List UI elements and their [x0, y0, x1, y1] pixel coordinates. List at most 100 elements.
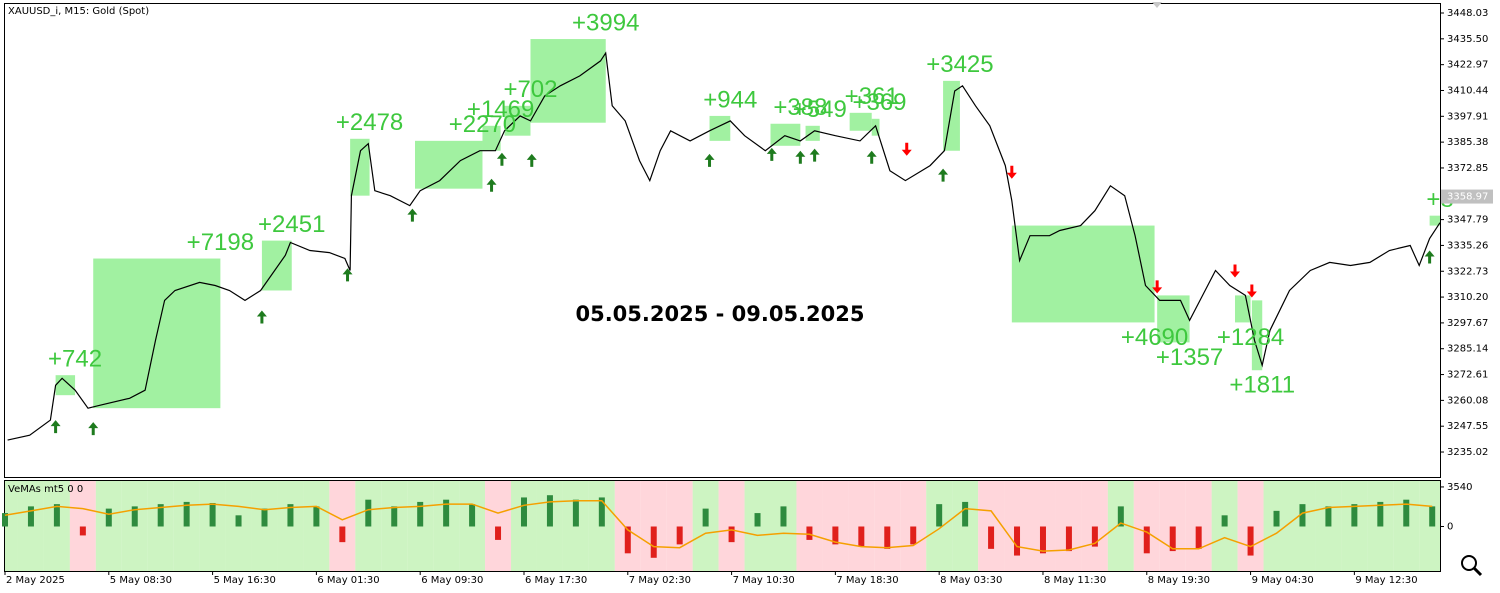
x-tick-label: 7 May 10:30 [733, 575, 795, 586]
histogram-bar [157, 504, 164, 527]
trade-box [55, 375, 76, 396]
histogram-bar [469, 504, 476, 527]
trade-label: +944 [703, 86, 757, 113]
buy-arrow [50, 420, 61, 434]
signal-zone [1133, 481, 1160, 571]
buy-arrow [407, 208, 418, 222]
y-tick-label: 3322.73 [1447, 266, 1488, 277]
x-tick-label: 7 May 18:30 [836, 575, 898, 586]
trade-box [504, 105, 531, 136]
buy-arrow [256, 310, 267, 324]
trade-box [1157, 295, 1190, 343]
y-tick-label: 3260.08 [1447, 395, 1488, 406]
x-tick-label: 9 May 12:30 [1355, 575, 1417, 586]
histogram-bar [624, 526, 631, 554]
sell-arrow [1230, 264, 1240, 278]
buy-arrow [938, 168, 949, 182]
signal-zone [5, 481, 18, 571]
signal-zone [614, 481, 641, 571]
histogram-bar [1351, 504, 1358, 527]
histogram-bar [1377, 501, 1384, 527]
chart-title: XAUUSD_i, M15: Gold (Spot) [8, 6, 149, 17]
price-line [7, 51, 1441, 441]
histogram-bar [183, 501, 190, 527]
signal-zone [1055, 481, 1082, 571]
trade-box [805, 125, 820, 141]
histogram-bar [1247, 526, 1254, 556]
trade-label: +742 [48, 346, 102, 373]
histogram-bar [417, 501, 424, 527]
y-tick-label: 3397.91 [1447, 111, 1488, 122]
buy-arrow [1424, 250, 1435, 264]
x-tick-label: 9 May 04:30 [1252, 575, 1314, 586]
histogram-bar [754, 513, 761, 527]
sell-arrow [1152, 280, 1163, 294]
scroll-marker [1152, 2, 1162, 8]
trade-label: +702 [503, 76, 557, 103]
histogram-bar [391, 506, 398, 527]
histogram-bar [1091, 526, 1098, 547]
signal-zone [1030, 481, 1056, 571]
histogram-bar [443, 499, 450, 527]
histogram-bar [313, 506, 320, 527]
trade-box [770, 123, 801, 146]
histogram-bar [105, 508, 112, 527]
histogram-bar [79, 526, 86, 536]
y-tick-label: 3448.03 [1447, 8, 1488, 19]
histogram-bar [1169, 526, 1176, 552]
y-tick-label: 3385.38 [1447, 137, 1488, 148]
buy-arrow [486, 178, 497, 192]
histogram-bar [962, 501, 969, 527]
trade-label: +2451 [258, 211, 325, 238]
sell-arrow [1006, 165, 1017, 179]
histogram-bar [780, 506, 787, 527]
trade-label: +3994 [572, 9, 639, 36]
histogram-bar [572, 499, 579, 527]
trade-box [1011, 225, 1155, 323]
histogram-bar [27, 506, 34, 527]
signal-zone [1237, 481, 1264, 571]
histogram-bar [728, 526, 735, 543]
signal-zone [1081, 481, 1108, 571]
histogram-bar [676, 526, 683, 545]
histogram-bar [1299, 504, 1306, 527]
histogram-bar [650, 526, 657, 558]
x-tick-label: 8 May 19:30 [1148, 575, 1210, 586]
histogram-bar [1273, 510, 1280, 527]
signal-zone [718, 481, 745, 571]
x-tick-label: 5 May 16:30 [214, 575, 276, 586]
histogram-bar [598, 497, 605, 527]
zoom-lens [1461, 555, 1477, 571]
trade-box [415, 140, 483, 189]
histogram-bar [832, 526, 839, 545]
zoom-icon[interactable] [1461, 555, 1483, 577]
trade-label: +7198 [187, 229, 254, 256]
histogram-bar [339, 526, 346, 543]
y-tick-label: 3235.02 [1447, 447, 1488, 458]
histogram-bar [131, 506, 138, 527]
y-tick-label: 3272.61 [1447, 370, 1488, 381]
trade-box [1429, 215, 1440, 226]
buy-arrow [766, 147, 777, 161]
y-tick-label: 3347.79 [1447, 215, 1488, 226]
y-tick-label: 3422.97 [1447, 60, 1488, 71]
histogram-bar [546, 495, 553, 527]
trade-label: +1284 [1217, 324, 1284, 351]
histogram-bar [910, 526, 917, 545]
histogram-bar [287, 504, 294, 527]
trade-label: +1811 [1229, 372, 1295, 399]
signal-zone [978, 481, 1005, 571]
date-range-annotation: 05.05.2025 - 09.05.2025 [575, 302, 864, 326]
y-tick-label: 3285.14 [1447, 344, 1488, 355]
y-tick-label: 3335.26 [1447, 240, 1488, 251]
trade-label: +1469 [467, 96, 534, 123]
last-price-label: 3358.97 [1447, 192, 1488, 203]
histogram-bar [1195, 526, 1202, 549]
trade-label: +3425 [926, 51, 993, 78]
signal-zone [822, 481, 849, 571]
y-tick-label: 3297.67 [1447, 318, 1488, 329]
trade-label: +1357 [1156, 344, 1223, 371]
histogram-bar [495, 526, 502, 540]
y-tick-label: 0 [1447, 521, 1453, 532]
histogram-bar [1014, 526, 1021, 556]
